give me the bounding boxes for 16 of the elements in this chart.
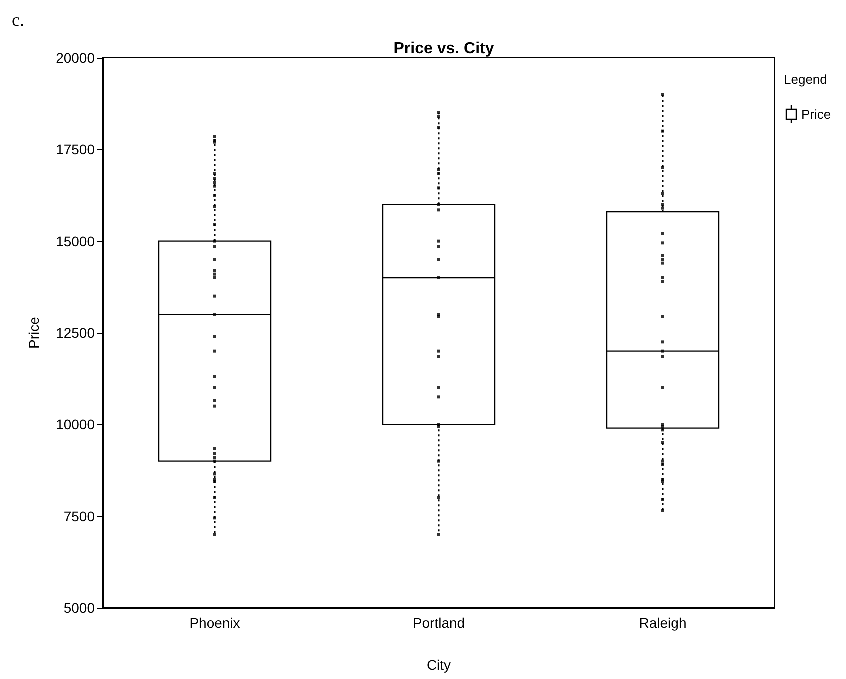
chart-title: Price vs. City bbox=[394, 40, 494, 58]
x-tick-label: Phoenix bbox=[190, 615, 240, 631]
x-axis-title: City bbox=[426, 657, 452, 673]
y-tick-label: 15000 bbox=[56, 233, 96, 250]
x-tick-label: Raleigh bbox=[639, 615, 687, 631]
text: c. bbox=[12, 10, 24, 30]
y-tick-label: 10000 bbox=[56, 416, 96, 433]
y-tick-label: 12500 bbox=[56, 325, 96, 341]
x-tick-label: Portland bbox=[412, 615, 466, 631]
y-tick-label: 17500 bbox=[56, 142, 96, 158]
y-tick-label: 7500 bbox=[64, 508, 96, 524]
y-tick-label: 20000 bbox=[56, 50, 96, 66]
y-tick-label: 5000 bbox=[64, 600, 96, 616]
legend-title: Legend bbox=[784, 72, 828, 87]
legend-label: Price bbox=[802, 107, 832, 122]
y-axis-title: Price bbox=[26, 316, 42, 349]
